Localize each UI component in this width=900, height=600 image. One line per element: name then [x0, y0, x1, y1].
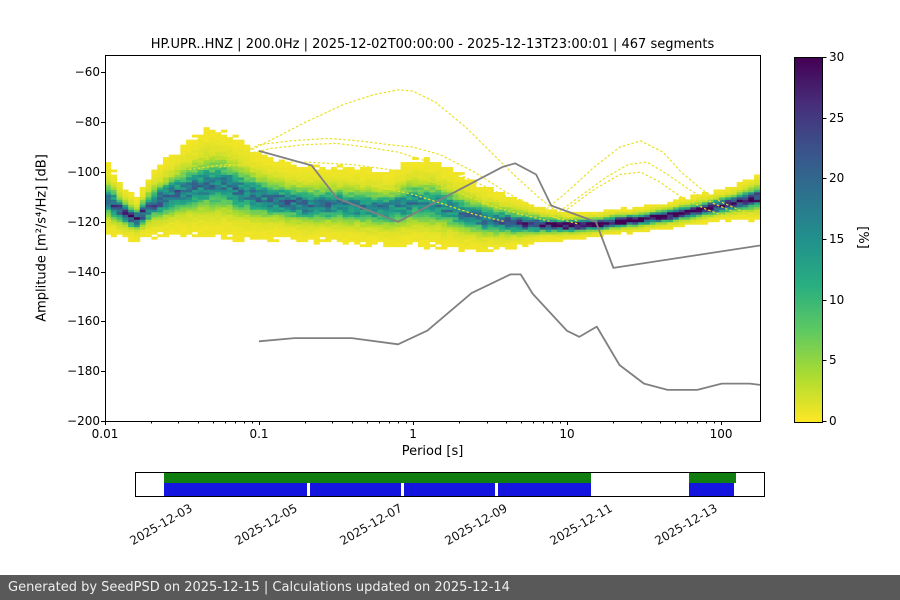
x-tick-label: 1 [409, 427, 417, 441]
chart-title: HP.UPR..HNZ | 200.0Hz | 2025-12-02T00:00… [150, 37, 715, 52]
colorbar-tick-label: 15 [829, 232, 845, 246]
availability-blue-segment [163, 483, 307, 496]
y-tick-label: −160 [67, 314, 100, 329]
availability-green-segment [689, 473, 736, 483]
availability-blue-segment [689, 483, 734, 496]
colorbar-tick-label: 20 [829, 171, 845, 186]
availability-green-segment [163, 473, 591, 483]
y-tick-label: −100 [67, 165, 100, 180]
y-axis-label: Amplitude [m²/s⁴/Hz] [dB] [34, 154, 50, 322]
y-tick-label: −180 [67, 364, 100, 379]
y-tick-label: −200 [67, 414, 100, 428]
colorbar [794, 57, 823, 423]
y-tick-label: −120 [67, 214, 100, 229]
colorbar-tick-label: 30 [829, 50, 845, 64]
footer-text: Generated by SeedPSD on 2025-12-15 | Cal… [8, 580, 510, 595]
x-tick-label: 100 [709, 427, 733, 441]
availability-bar [135, 472, 765, 497]
y-tick-label: −80 [74, 115, 100, 130]
footer-status-bar: Generated by SeedPSD on 2025-12-15 | Cal… [0, 575, 900, 600]
availability-blue-segment [403, 483, 496, 496]
x-tick-label: 0.01 [91, 427, 119, 441]
y-tick-label: −140 [67, 264, 100, 279]
colorbar-tick-label: 5 [829, 353, 837, 368]
x-axis-label: Period [s] [401, 444, 464, 459]
availability-blue-segment [498, 483, 591, 496]
x-tick-label: 0.1 [249, 427, 269, 441]
y-tick-label: −60 [74, 65, 100, 80]
colorbar-tick-label: 25 [829, 110, 845, 125]
availability-blue-segment [309, 483, 401, 496]
colorbar-tick-label: 0 [829, 414, 837, 428]
colorbar-tick-label: 10 [829, 292, 845, 307]
x-tick-label: 10 [559, 427, 575, 441]
